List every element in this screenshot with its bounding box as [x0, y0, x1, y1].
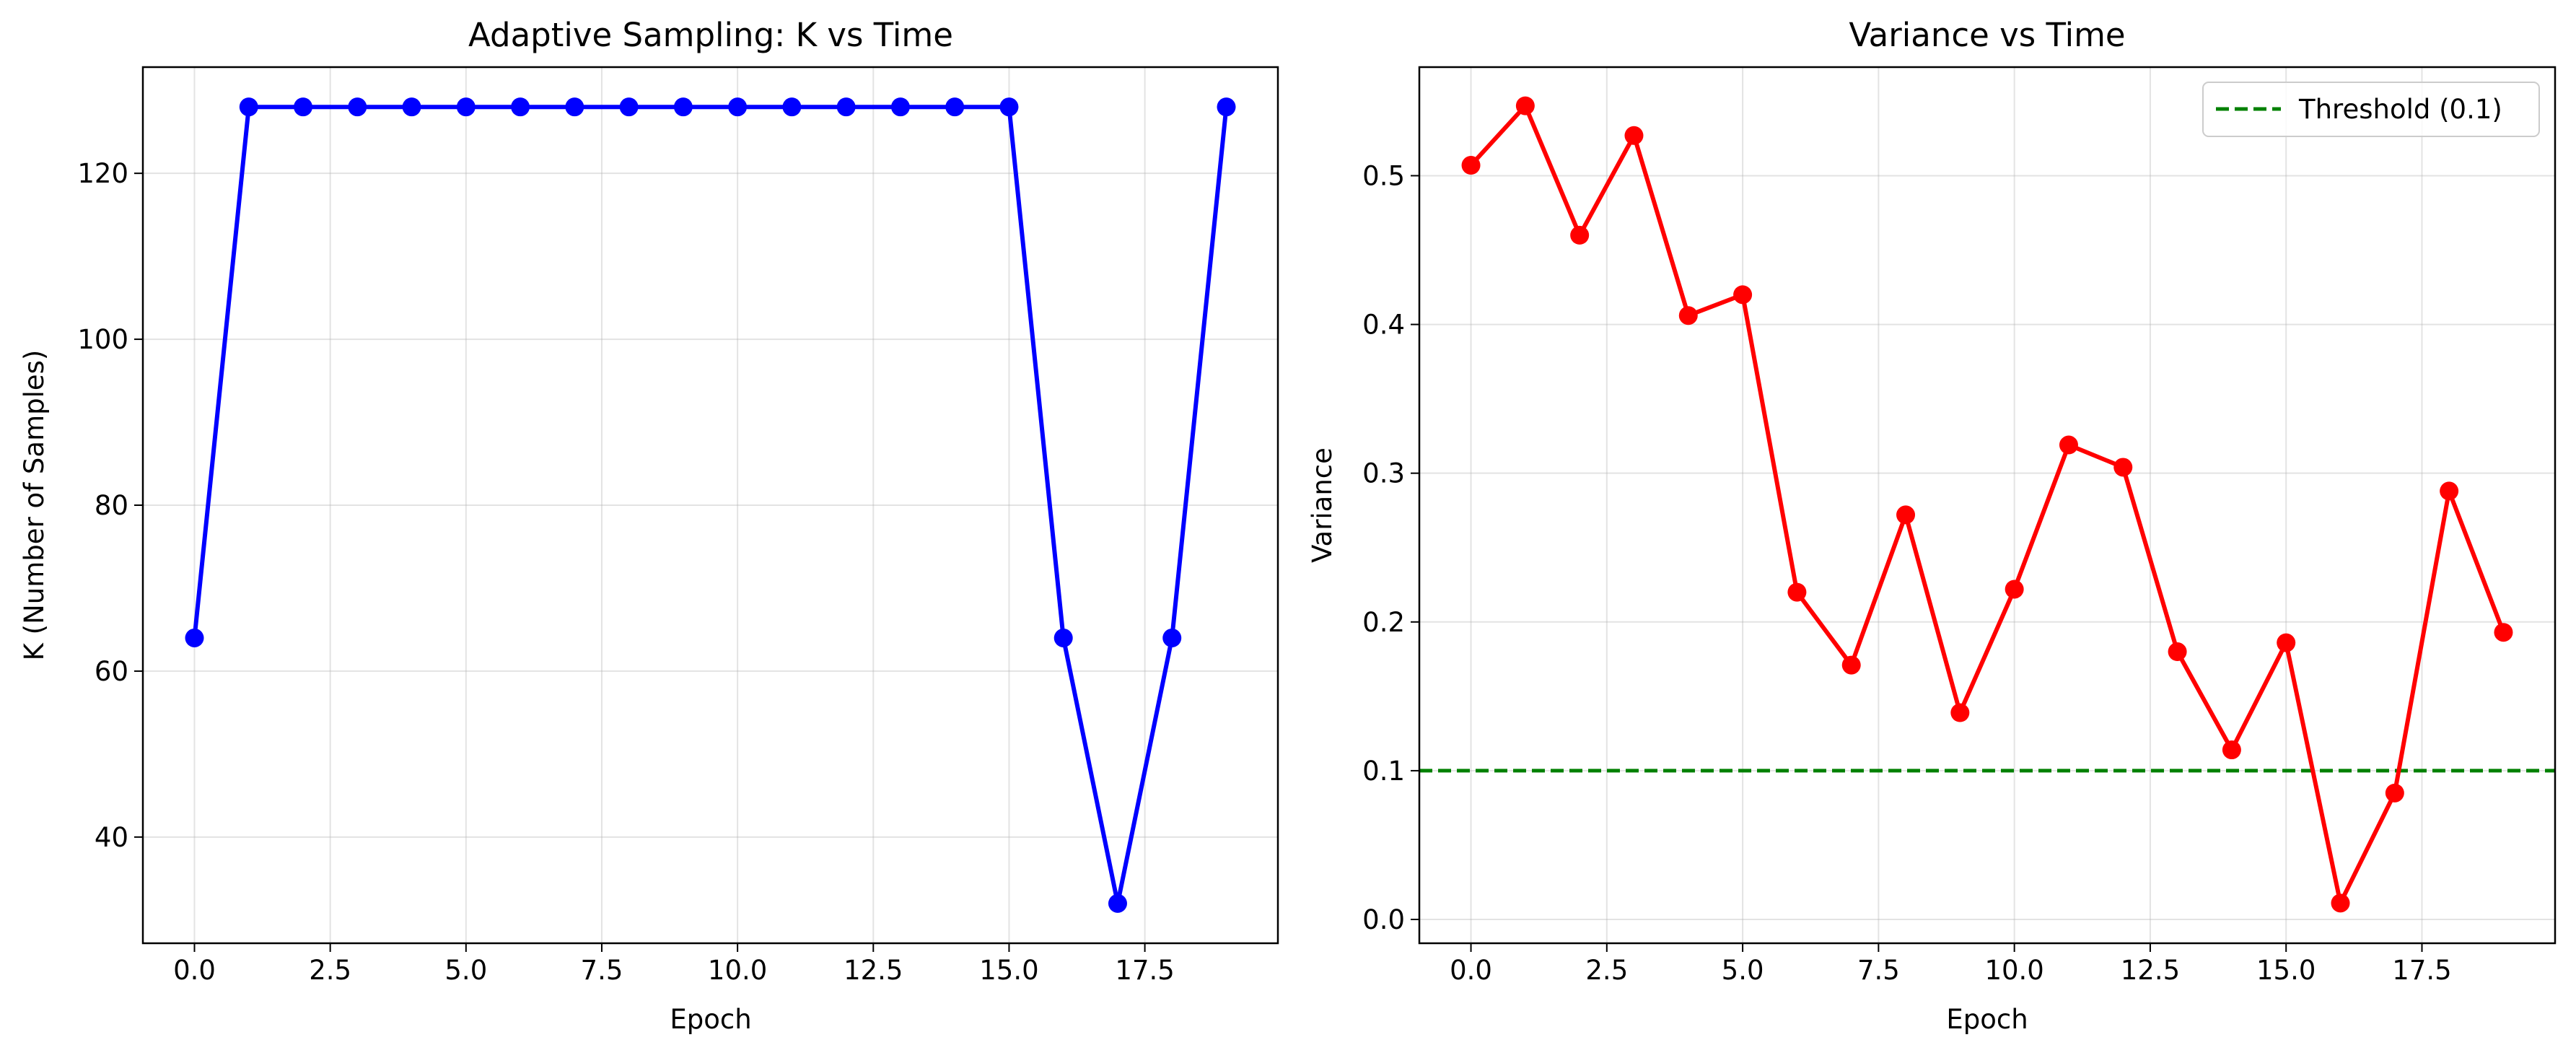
data-point — [782, 97, 802, 117]
y-tick-label: 0.4 — [1362, 310, 1405, 341]
y-tick-label: 0.1 — [1362, 756, 1405, 787]
data-point — [999, 97, 1019, 117]
y-tick-label: 40 — [95, 822, 128, 853]
chart-title: Adaptive Sampling: K vs Time — [468, 16, 953, 54]
x-tick-label: 5.0 — [444, 955, 487, 986]
data-point — [1841, 655, 1861, 675]
data-point — [2277, 633, 2296, 652]
x-tick-label: 7.5 — [581, 955, 623, 986]
y-tick-label: 0.3 — [1362, 458, 1405, 489]
x-tick-label: 15.0 — [2256, 955, 2316, 986]
data-point — [1162, 628, 1182, 647]
y-tick-label: 100 — [77, 324, 128, 355]
data-point — [2113, 458, 2133, 477]
x-tick-label: 0.0 — [173, 955, 216, 986]
data-point — [348, 97, 367, 117]
data-point — [2385, 783, 2404, 803]
y-tick-label: 60 — [95, 656, 128, 687]
x-tick-label: 10.0 — [708, 955, 767, 986]
data-point — [1053, 628, 1073, 647]
data-point — [1733, 285, 1753, 305]
data-point — [2222, 740, 2241, 760]
data-point — [185, 628, 204, 647]
data-point — [619, 97, 639, 117]
data-point — [1570, 225, 1590, 245]
x-axis-label: Epoch — [1946, 1004, 2028, 1035]
data-point — [1108, 893, 1127, 913]
y-tick-label: 0.2 — [1362, 607, 1405, 638]
data-point — [1515, 96, 1535, 115]
legend-threshold-label: Threshold (0.1) — [2298, 94, 2502, 125]
y-tick-label: 0.0 — [1362, 904, 1405, 935]
y-tick-label: 0.5 — [1362, 160, 1405, 191]
plot-frame — [1418, 66, 2557, 945]
data-point — [565, 97, 584, 117]
x-tick-label: 15.0 — [979, 955, 1038, 986]
legend-box — [2202, 82, 2540, 137]
k-vs-time-chart: Adaptive Sampling: K vs Time 0.0 2.5 5.0 7.… — [19, 16, 1279, 1035]
data-point — [294, 97, 313, 117]
x-tick-label: 0.0 — [1450, 955, 1492, 986]
x-tick-label: 17.5 — [2392, 955, 2451, 986]
y-tick-label: 80 — [95, 490, 128, 521]
series-line — [1469, 103, 2506, 906]
x-tick-label: 7.5 — [1857, 955, 1900, 986]
x-tick-label: 12.5 — [2121, 955, 2180, 986]
data-point — [456, 97, 476, 117]
data-point — [1678, 306, 1698, 325]
chart-title: Variance vs Time — [1849, 16, 2125, 54]
data-point — [1787, 582, 1807, 602]
data-point — [728, 97, 748, 117]
data-point — [2440, 481, 2459, 501]
data-point — [2331, 893, 2350, 913]
data-point — [402, 97, 421, 117]
x-tick-label: 2.5 — [309, 955, 351, 986]
data-point — [1896, 505, 1916, 525]
x-tick-label: 12.5 — [844, 955, 903, 986]
data-point — [2168, 642, 2187, 662]
data-point — [890, 97, 910, 117]
y-axis-label: Variance — [1307, 447, 1338, 563]
data-point — [2059, 435, 2078, 455]
data-point — [945, 97, 965, 117]
legend: Threshold (0.1) — [2202, 82, 2540, 137]
data-point — [511, 97, 530, 117]
data-point — [836, 97, 856, 117]
variance-vs-time-chart: Variance vs Time 0.0 2.5 5.0 7.5 10.0 12.5 15.… — [1307, 16, 2557, 1035]
data-point — [1217, 97, 1236, 117]
x-tick-label: 10.0 — [1984, 955, 2043, 986]
x-tick-label: 5.0 — [1722, 955, 1764, 986]
data-point — [673, 97, 693, 117]
data-point — [239, 97, 258, 117]
data-point — [1461, 156, 1481, 175]
data-point — [2494, 623, 2513, 642]
y-tick-label: 120 — [77, 158, 128, 189]
x-tick-label: 2.5 — [1585, 955, 1628, 986]
data-point — [2005, 580, 2024, 599]
x-tick-label: 17.5 — [1115, 955, 1174, 986]
data-point — [1624, 126, 1644, 145]
x-axis-label: Epoch — [670, 1004, 751, 1035]
y-axis-label: K (Number of Samples) — [19, 350, 50, 661]
data-point — [1950, 703, 1970, 722]
